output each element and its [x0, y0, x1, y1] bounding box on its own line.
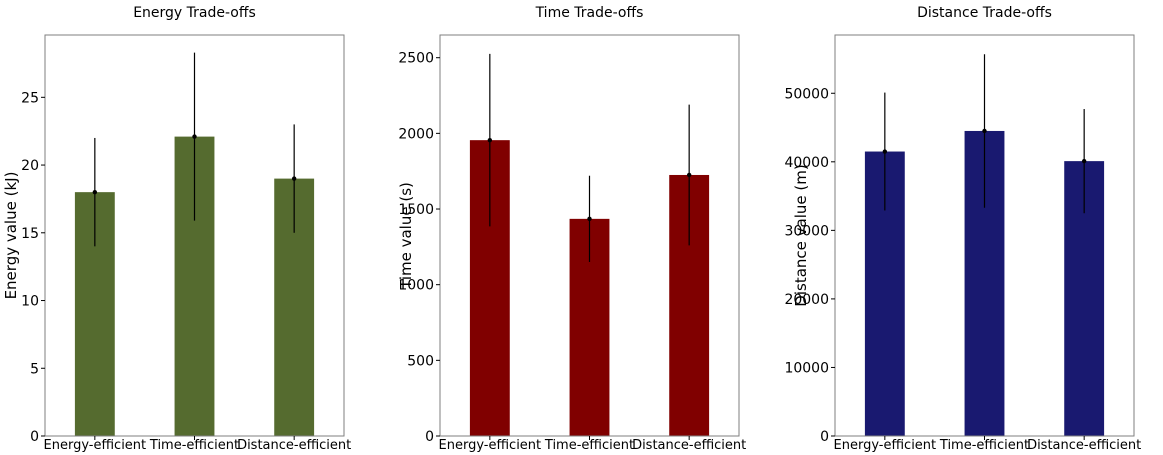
- time-ytick-label-5: 2500: [398, 51, 434, 67]
- distance-mean-point-2: [1081, 158, 1087, 164]
- distance-ytick-label-1: 10000: [784, 360, 829, 376]
- distance-ytick-label-5: 50000: [784, 86, 829, 102]
- energy-mean-point-1: [192, 134, 197, 139]
- time-ytick-label-4: 2000: [398, 126, 434, 142]
- distance-mean-point-0: [882, 149, 888, 154]
- time-ytick-label-1: 500: [407, 353, 434, 369]
- energy-y-axis-label: Energy value (kJ): [2, 172, 20, 300]
- energy-mean-point-0: [92, 189, 98, 195]
- energy-xtick-label-0: Energy-efficient: [44, 438, 147, 453]
- energy-ytick-label-3: 15: [21, 226, 39, 242]
- distance-xtick-label-0: Energy-efficient: [834, 438, 937, 453]
- time-panel: Time Trade-offs 0 500 1000 1500 2000 2500 Energ…: [397, 5, 746, 453]
- distance-panel: Distance Trade-offs 0 10000 20000 30000 40000…: [784, 5, 1141, 453]
- distance-ytick-label-3: 30000: [784, 223, 829, 239]
- time-mean-point-0: [487, 137, 493, 143]
- energy-ytick-label-0: 0: [30, 429, 39, 445]
- time-ytick-label-0: 0: [425, 429, 434, 445]
- time-mean-point-2: [686, 172, 692, 178]
- time-ytick-label-2: 1000: [398, 278, 434, 294]
- distance-chart-title: Distance Trade-offs: [917, 5, 1052, 21]
- distance-y-axis-label: Distance value (m): [792, 164, 810, 306]
- energy-ytick-label-1: 5: [30, 361, 39, 377]
- time-xtick-label-2: Distance-efficient: [632, 438, 746, 453]
- energy-panel: Energy Trade-offs 0 5 10 15 20 25 Energy-effici…: [2, 5, 351, 453]
- time-y-axis-label: Time value (s): [397, 182, 415, 290]
- energy-xtick-label-2: Distance-efficient: [237, 438, 351, 453]
- energy-mean-point-2: [291, 176, 297, 181]
- distance-xtick-label-1: Time-efficient: [939, 438, 1029, 453]
- time-chart-title: Time Trade-offs: [535, 5, 644, 21]
- energy-ytick-label-4: 20: [21, 158, 39, 174]
- energy-ytick-label-2: 10: [21, 294, 39, 310]
- time-ytick-label-3: 1500: [398, 202, 434, 218]
- time-xtick-label-1: Time-efficient: [544, 438, 634, 453]
- distance-ytick-label-2: 20000: [784, 292, 829, 308]
- distance-ytick-label-4: 40000: [784, 155, 829, 171]
- energy-chart-title: Energy Trade-offs: [133, 5, 256, 21]
- distance-mean-point-1: [982, 128, 987, 134]
- distance-ytick-label-0: 0: [820, 429, 829, 445]
- energy-ytick-label-5: 25: [21, 90, 39, 106]
- energy-xtick-label-1: Time-efficient: [149, 438, 239, 453]
- distance-xtick-label-2: Distance-efficient: [1027, 438, 1141, 453]
- time-xtick-label-0: Energy-efficient: [439, 438, 542, 453]
- time-mean-point-1: [587, 216, 592, 222]
